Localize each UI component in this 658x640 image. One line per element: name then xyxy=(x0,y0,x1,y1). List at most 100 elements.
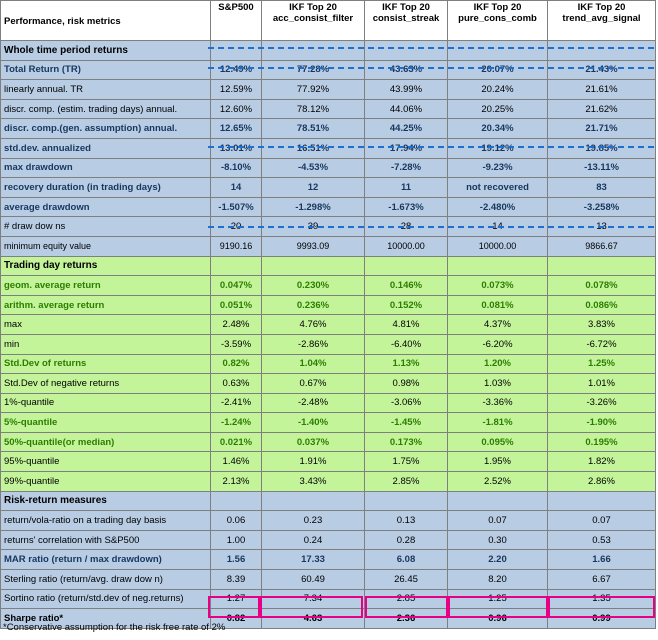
metric-label: 5%-quantile xyxy=(0,412,211,433)
metric-value-acc-consist-filter: 0.236% xyxy=(261,294,365,316)
metric-row-arith-avg: arithm. average return 0.051% 0.236% 0.152%… xyxy=(0,294,656,316)
metric-value-sp500: 14 xyxy=(210,177,262,198)
metric-row-geom-avg: geom. average return 0.047% 0.230% 0.146% 0.… xyxy=(0,275,656,296)
metric-value-sp500: 0.021% xyxy=(210,431,262,453)
metric-value-acc-consist-filter: 77.28% xyxy=(261,59,365,81)
metric-value-acc-consist-filter: 78.12% xyxy=(261,98,365,120)
empty-cell xyxy=(447,255,548,277)
metric-value-trend-avg-signal: -13.11% xyxy=(547,157,656,179)
metric-row-min: min -3.59% -2.86% -6.40% -6.20% -6.72% xyxy=(0,333,656,355)
metric-value-acc-consist-filter: 4.63 xyxy=(261,608,365,629)
metric-value-acc-consist-filter: 77.92% xyxy=(261,79,365,100)
metric-value-trend-avg-signal: 1.25% xyxy=(547,353,656,375)
metric-value-acc-consist-filter: 17.33 xyxy=(261,549,365,571)
metric-value-pure-cons-comb: 0.30 xyxy=(447,529,548,551)
metric-value-pure-cons-comb: -1.81% xyxy=(447,412,548,433)
metric-value-acc-consist-filter: 3.43% xyxy=(261,471,365,492)
metric-value-consist-streak: 0.146% xyxy=(364,275,448,296)
metric-value-sp500: -2.41% xyxy=(210,392,262,414)
metric-value-consist-streak: -1.673% xyxy=(364,196,448,218)
metric-value-trend-avg-signal: -1.90% xyxy=(547,412,656,433)
column-header-line1: IKF Top 20 xyxy=(289,2,337,13)
metric-value-pure-cons-comb: -6.20% xyxy=(447,333,548,355)
metric-value-sp500: 8.39 xyxy=(210,569,262,590)
metric-value-pure-cons-comb: 8.20 xyxy=(447,569,548,590)
metric-value-consist-streak: 6.08 xyxy=(364,549,448,571)
metric-value-sp500: 0.051% xyxy=(210,294,262,316)
sharpe-highlight-sp500 xyxy=(208,596,260,618)
metric-row-q50: 50%-quantile(or median) 0.021% 0.037% 0.173… xyxy=(0,431,656,453)
metric-value-pure-cons-comb: not recovered xyxy=(447,177,548,198)
metric-value-sp500: 12.65% xyxy=(210,118,262,139)
section-row-whole: Whole time period returns xyxy=(0,40,656,61)
column-header-pure-cons-comb: IKF Top 20 pure_cons_comb xyxy=(447,0,548,41)
metric-value-sp500: 12.49% xyxy=(210,59,262,81)
dashed-separator-3 xyxy=(208,146,654,148)
performance-table: Performance, risk metrics S&P500 IKF Top 2… xyxy=(0,0,656,629)
metric-value-consist-streak: 43.99% xyxy=(364,79,448,100)
metric-label: # draw dow ns xyxy=(0,216,211,237)
metric-value-pure-cons-comb: 20.25% xyxy=(447,98,548,120)
metric-label: std.dev. annualized xyxy=(0,137,211,159)
metric-value-sp500: 1.46% xyxy=(210,451,262,473)
metric-label: minimum equity value xyxy=(0,235,211,257)
metric-value-consist-streak: 10000.00 xyxy=(364,235,448,257)
empty-cell xyxy=(364,490,448,512)
column-header-line1: S&P500 xyxy=(218,2,254,13)
metric-value-consist-streak: 26.45 xyxy=(364,569,448,590)
empty-cell xyxy=(364,40,448,61)
metric-value-sp500: -3.59% xyxy=(210,333,262,355)
dashed-separator-2 xyxy=(208,67,654,69)
metric-row-min-equity: minimum equity value 9190.16 9993.09 10000.… xyxy=(0,235,656,257)
metric-value-pure-cons-comb: 20.24% xyxy=(447,79,548,100)
metric-value-trend-avg-signal: -6.72% xyxy=(547,333,656,355)
metric-value-consist-streak: 4.81% xyxy=(364,314,448,335)
sharpe-highlight-acc-consist xyxy=(260,596,363,618)
empty-cell xyxy=(447,490,548,512)
metric-value-pure-cons-comb: 1.25 xyxy=(447,588,548,610)
metric-value-trend-avg-signal: 6.67 xyxy=(547,569,656,590)
metric-value-sp500: -1.507% xyxy=(210,196,262,218)
header-label: Performance, risk metrics xyxy=(0,0,211,41)
metric-row-q95: 95%-quantile 1.46% 1.91% 1.75% 1.95% 1.82% xyxy=(0,451,656,473)
metric-value-sp500: 12.60% xyxy=(210,98,262,120)
metric-value-consist-streak: 0.28 xyxy=(364,529,448,551)
column-header-line2: acc_consist_filter xyxy=(272,13,354,24)
metric-row-corr: returns' correlation with S&P500 1.00 0.24… xyxy=(0,529,656,551)
metric-value-consist-streak: 0.173% xyxy=(364,431,448,453)
metric-value-trend-avg-signal: 21.43% xyxy=(547,59,656,81)
metric-value-pure-cons-comb: 0.073% xyxy=(447,275,548,296)
metric-value-acc-consist-filter: 16.51% xyxy=(261,137,365,159)
metric-value-consist-streak: 0.152% xyxy=(364,294,448,316)
metric-value-trend-avg-signal: 9866.67 xyxy=(547,235,656,257)
metric-row-recovery: recovery duration (in trading days) 14 12 1… xyxy=(0,177,656,198)
column-header-line2: trend_avg_signal xyxy=(562,13,641,24)
metric-label: Std.Dev of negative returns xyxy=(0,373,211,394)
metric-value-acc-consist-filter: 0.67% xyxy=(261,373,365,394)
metric-value-trend-avg-signal: 83 xyxy=(547,177,656,198)
metric-value-sp500: 2.13% xyxy=(210,471,262,492)
metric-value-pure-cons-comb: 0.96 xyxy=(447,608,548,629)
metric-value-acc-consist-filter: 60.49 xyxy=(261,569,365,590)
metric-label: 95%-quantile xyxy=(0,451,211,473)
metric-label: 50%-quantile(or median) xyxy=(0,431,211,453)
section-row-risk: Risk-return measures xyxy=(0,490,656,512)
metric-value-acc-consist-filter: 4.76% xyxy=(261,314,365,335)
metric-value-acc-consist-filter: 0.24 xyxy=(261,529,365,551)
metric-value-acc-consist-filter: -2.48% xyxy=(261,392,365,414)
empty-cell xyxy=(547,255,656,277)
column-header-sp500: S&P500 xyxy=(210,0,262,41)
empty-cell xyxy=(210,40,262,61)
empty-cell xyxy=(210,255,262,277)
sharpe-highlight-pure-cons xyxy=(448,596,548,618)
metric-value-trend-avg-signal: 1.66 xyxy=(547,549,656,571)
metric-label: recovery duration (in trading days) xyxy=(0,177,211,198)
metric-value-consist-streak: 0.98% xyxy=(364,373,448,394)
column-header-line1: IKF Top 20 xyxy=(577,2,626,13)
metric-value-consist-streak: 11 xyxy=(364,177,448,198)
metric-value-trend-avg-signal: 1.01% xyxy=(547,373,656,394)
metric-value-trend-avg-signal: -3.26% xyxy=(547,392,656,414)
metric-row-sharpe: Sharpe ratio* 0.82 4.63 2.36 0.96 0.99 xyxy=(0,608,656,629)
metric-value-trend-avg-signal: 1.82% xyxy=(547,451,656,473)
metric-value-trend-avg-signal: 0.07 xyxy=(547,510,656,531)
